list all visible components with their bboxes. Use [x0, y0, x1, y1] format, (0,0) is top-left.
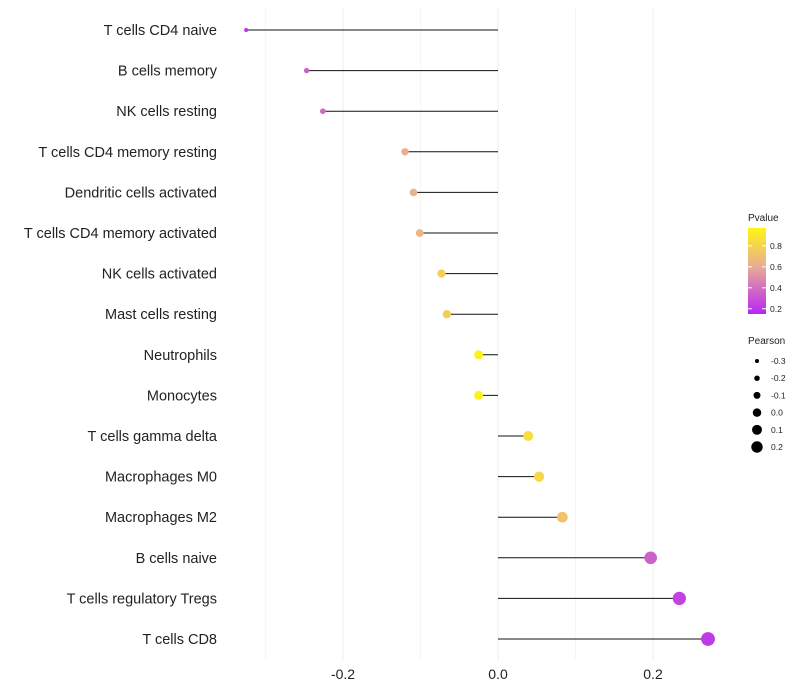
- pearson-legend-label-2: -0.1: [771, 390, 786, 400]
- point-12: [556, 511, 568, 523]
- point-11: [533, 471, 545, 482]
- row-label-11: Macrophages M0: [105, 470, 217, 486]
- pvalue-tick-label-3: 0.2: [770, 304, 782, 314]
- pearson-legend-dot-0: [754, 358, 760, 364]
- row-label-14: T cells regulatory Tregs: [67, 591, 217, 607]
- lollipop-points: [244, 27, 715, 646]
- pearson-legend-label-1: -0.2: [771, 373, 786, 383]
- pearson-legend-label-5: 0.2: [771, 442, 783, 452]
- x-tick-label-2: 0.2: [643, 666, 663, 682]
- row-labels: T cells CD4 naive B cells memory NK cells …: [24, 23, 218, 648]
- point-5: [415, 229, 424, 237]
- point-8: [474, 350, 484, 360]
- row-label-3: T cells CD4 memory resting: [38, 145, 217, 161]
- pearson-legend: Pearson -0.3 -0.2 -0.1 0.0 0.1 0.2: [748, 336, 786, 453]
- row-label-0: T cells CD4 naive: [104, 23, 217, 39]
- pearson-legend-dot-1: [754, 375, 760, 381]
- pvalue-tick-label-0: 0.8: [770, 241, 782, 251]
- pearson-legend-label-3: 0.0: [771, 408, 783, 418]
- row-label-10: T cells gamma delta: [88, 429, 218, 445]
- row-label-4: Dendritic cells activated: [65, 185, 217, 201]
- point-3: [401, 148, 409, 156]
- point-15: [701, 632, 715, 646]
- pvalue-tick-label-1: 0.6: [770, 262, 782, 272]
- row-label-15: T cells CD8: [142, 632, 217, 648]
- row-label-7: Mast cells resting: [105, 307, 217, 323]
- row-label-12: Macrophages M2: [105, 510, 217, 526]
- point-10: [523, 430, 534, 442]
- pearson-legend-dot-4: [752, 424, 762, 435]
- pearson-legend-dot-3: [752, 408, 762, 417]
- row-label-1: B cells memory: [118, 64, 218, 80]
- row-label-9: Monocytes: [147, 388, 217, 404]
- pvalue-colorbar: [748, 228, 766, 314]
- grid-lines: [265, 8, 654, 660]
- point-9: [474, 390, 484, 400]
- row-label-2: NK cells resting: [116, 104, 217, 120]
- point-2: [319, 108, 326, 115]
- point-13: [644, 551, 657, 565]
- point-14: [672, 591, 686, 606]
- pearson-legend-label-4: 0.1: [771, 425, 783, 435]
- row-label-8: Neutrophils: [144, 348, 217, 364]
- pearson-legend-label-0: -0.3: [771, 356, 786, 366]
- point-0: [244, 27, 249, 33]
- row-label-6: NK cells activated: [102, 267, 217, 283]
- pvalue-legend: Pvalue 0.8 0.6 0.4 0.2: [748, 213, 782, 314]
- point-1: [303, 67, 310, 74]
- x-tick-label-0: -0.2: [331, 666, 355, 682]
- pearson-legend-dot-5: [751, 441, 763, 453]
- pearson-legend-dot-2: [753, 391, 761, 399]
- point-4: [409, 188, 418, 197]
- x-axis-ticks: -0.2 0.0 0.2: [331, 666, 663, 682]
- row-label-5: T cells CD4 memory activated: [24, 226, 217, 242]
- pvalue-legend-title: Pvalue: [748, 213, 779, 224]
- pearson-legend-title: Pearson: [748, 336, 785, 347]
- point-7: [442, 310, 452, 319]
- row-label-13: B cells naive: [136, 551, 217, 567]
- pvalue-tick-label-2: 0.4: [770, 283, 782, 293]
- point-6: [437, 269, 446, 278]
- x-tick-label-1: 0.0: [488, 666, 508, 682]
- lollipop-stems: [246, 29, 709, 640]
